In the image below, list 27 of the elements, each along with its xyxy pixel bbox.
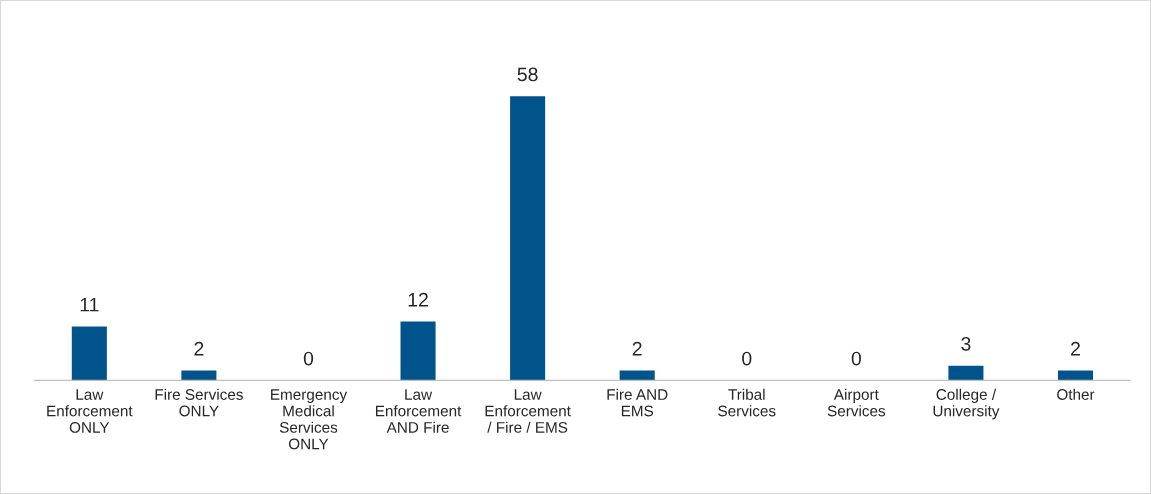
x-tick-label: Law Enforcement AND Fire [375,389,462,433]
data-label: 0 [851,351,861,366]
data-label: 0 [303,351,314,366]
bar [948,365,984,381]
x-tick-label: Emergency Medical Services ONLY [271,389,348,450]
data-label: 3 [961,336,971,351]
data-label: 0 [742,351,752,366]
data-label: 58 [517,67,538,82]
x-tick-label: Fire AND EMS [607,388,668,417]
data-label: 11 [80,297,99,312]
bar [71,326,107,381]
x-tick-label: Fire Services ONLY [155,388,243,417]
x-tick-label: Tribal Services [718,388,776,417]
bar [181,370,217,381]
bar [400,321,436,381]
data-label: 2 [632,341,642,356]
bar [510,96,546,381]
x-tick-label: College / University [933,388,1000,420]
data-label: 12 [408,292,428,307]
data-label: 2 [194,341,204,356]
x-tick-label: Airport Services [827,388,886,417]
x-tick-label: Law Enforcement ONLY [47,389,133,433]
bar [1057,370,1094,381]
bar [619,370,655,381]
x-tick-label: Law Enforcement / Fire / EMS [485,389,571,433]
data-label: 2 [1071,341,1080,356]
x-tick-label: Other [1057,388,1095,400]
